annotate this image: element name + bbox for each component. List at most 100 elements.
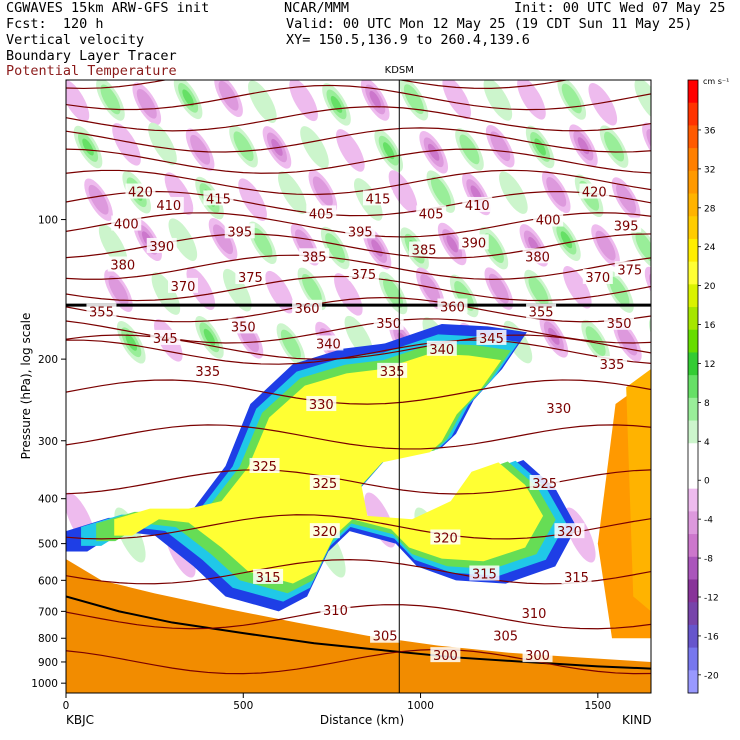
- theta-label-bg: [430, 529, 461, 545]
- theta-label-bg: [306, 396, 337, 412]
- theta-label: 405: [309, 207, 334, 222]
- theta-label: 390: [461, 236, 486, 251]
- y-tick-label: 500: [38, 539, 58, 551]
- velocity-cell: [652, 169, 692, 220]
- velocity-cell: [248, 80, 277, 123]
- velocity-cell: [427, 143, 440, 161]
- theta-label: 395: [348, 225, 373, 240]
- velocity-cell: [182, 89, 194, 107]
- theta-label-bg: [313, 335, 344, 351]
- theta-label: 375: [617, 263, 642, 278]
- velocity-cell: [213, 224, 234, 255]
- y-tick-label: 900: [38, 657, 58, 669]
- theta-label-bg: [107, 256, 138, 272]
- theta-contour: [66, 22, 651, 46]
- velocity-cell: [617, 325, 638, 356]
- colorbar-swatch: [688, 329, 698, 353]
- velocity-cell: [642, 122, 651, 166]
- colorbar-label: 4: [704, 438, 710, 448]
- colorbar-label: 24: [704, 243, 716, 253]
- theta-label: 335: [380, 365, 405, 380]
- colorbar-swatch: [688, 602, 698, 626]
- theta-label: 305: [493, 630, 518, 645]
- velocity-cell: [280, 329, 301, 360]
- velocity-cell: [238, 178, 267, 221]
- velocity-cell: [560, 231, 573, 249]
- theta-label-bg: [373, 314, 404, 330]
- theta-label: 350: [231, 320, 256, 335]
- theta-label-bg: [458, 234, 489, 250]
- field-potential-temperature: Potential Temperature: [6, 63, 177, 79]
- theta-label: 300: [433, 649, 458, 664]
- theta-label: 390: [149, 240, 174, 255]
- theta-contour: [66, 148, 651, 174]
- tracer-plume-core: [626, 368, 651, 612]
- theta-label: 370: [171, 280, 196, 295]
- theta-label-bg: [554, 523, 585, 539]
- theta-label-bg: [146, 237, 177, 253]
- colorbar-swatch: [688, 193, 698, 217]
- velocity-cell: [490, 131, 511, 162]
- colorbar-label: 32: [704, 165, 715, 175]
- velocity-cell: [336, 129, 365, 172]
- theta-label: 385: [302, 250, 327, 265]
- velocity-cell: [499, 171, 528, 214]
- theta-contour: [66, 106, 651, 132]
- theta-label-bg: [292, 299, 323, 315]
- theta-label-bg: [522, 248, 553, 264]
- velocity-cell: [595, 230, 616, 261]
- velocity-cell: [289, 80, 318, 122]
- velocity-cell: [388, 170, 418, 213]
- velocity-cell: [312, 176, 333, 207]
- velocity-cell: [528, 276, 549, 306]
- theta-label: 310: [522, 607, 547, 622]
- colorbar-swatch: [688, 80, 698, 104]
- velocity-cell: [517, 80, 546, 120]
- colorbar-label: 36: [704, 126, 716, 136]
- velocity-cell: [233, 131, 254, 162]
- theta-label-bg: [526, 303, 557, 319]
- theta-label: 325: [312, 477, 337, 492]
- theta-label: 400: [536, 214, 561, 229]
- velocity-cell: [446, 235, 458, 253]
- colorbar-swatch: [688, 375, 698, 399]
- theta-label-bg: [370, 627, 401, 643]
- colorbar-swatch: [688, 238, 698, 263]
- theta-label-bg: [614, 261, 645, 277]
- theta-label-bg: [437, 298, 468, 314]
- theta-contour: [66, 190, 651, 217]
- theta-label-bg: [430, 647, 461, 663]
- theta-label: 320: [312, 525, 337, 540]
- velocity-cell: [136, 88, 157, 119]
- field-boundary-layer-tracer: Boundary Layer Tracer: [6, 48, 177, 64]
- theta-label-bg: [604, 314, 635, 330]
- colorbar-swatch: [688, 284, 698, 308]
- theta-contour: [66, 169, 651, 196]
- colorbar: 36 32 28 24 20 16 12 8 4 0 -4 -8 -12 -16 -20: [687, 79, 719, 694]
- theta-label: 345: [153, 332, 178, 347]
- theta-label-bg: [529, 474, 560, 490]
- colorbar-label: -8: [704, 555, 713, 565]
- theta-label-bg: [345, 223, 376, 239]
- theta-label-bg: [522, 647, 553, 663]
- colorbar-swatch: [688, 534, 698, 558]
- theta-label: 355: [529, 306, 554, 321]
- theta-label: 370: [585, 271, 610, 286]
- theta-label-bg: [111, 215, 142, 231]
- theta-label: 420: [128, 186, 153, 201]
- colorbar-label: -16: [704, 632, 719, 642]
- colorbar-swatch: [688, 443, 698, 467]
- theta-label-bg: [611, 217, 642, 233]
- colorbar-label: 12: [704, 360, 715, 370]
- colorbar-swatch: [688, 465, 698, 490]
- colorbar-unit: cm s⁻¹: [703, 77, 729, 86]
- theta-label: 345: [479, 332, 504, 347]
- theta-label-bg: [125, 183, 156, 199]
- theta-label-bg: [249, 457, 280, 473]
- terrain-fill: [66, 596, 651, 693]
- forecast-hour: Fcst: 120 h: [6, 16, 104, 32]
- theta-label: 375: [238, 271, 263, 286]
- theta-label: 310: [323, 604, 348, 619]
- theta-label-bg: [86, 303, 117, 319]
- y-axis-title: Pressure (hPa), log scale: [19, 313, 33, 460]
